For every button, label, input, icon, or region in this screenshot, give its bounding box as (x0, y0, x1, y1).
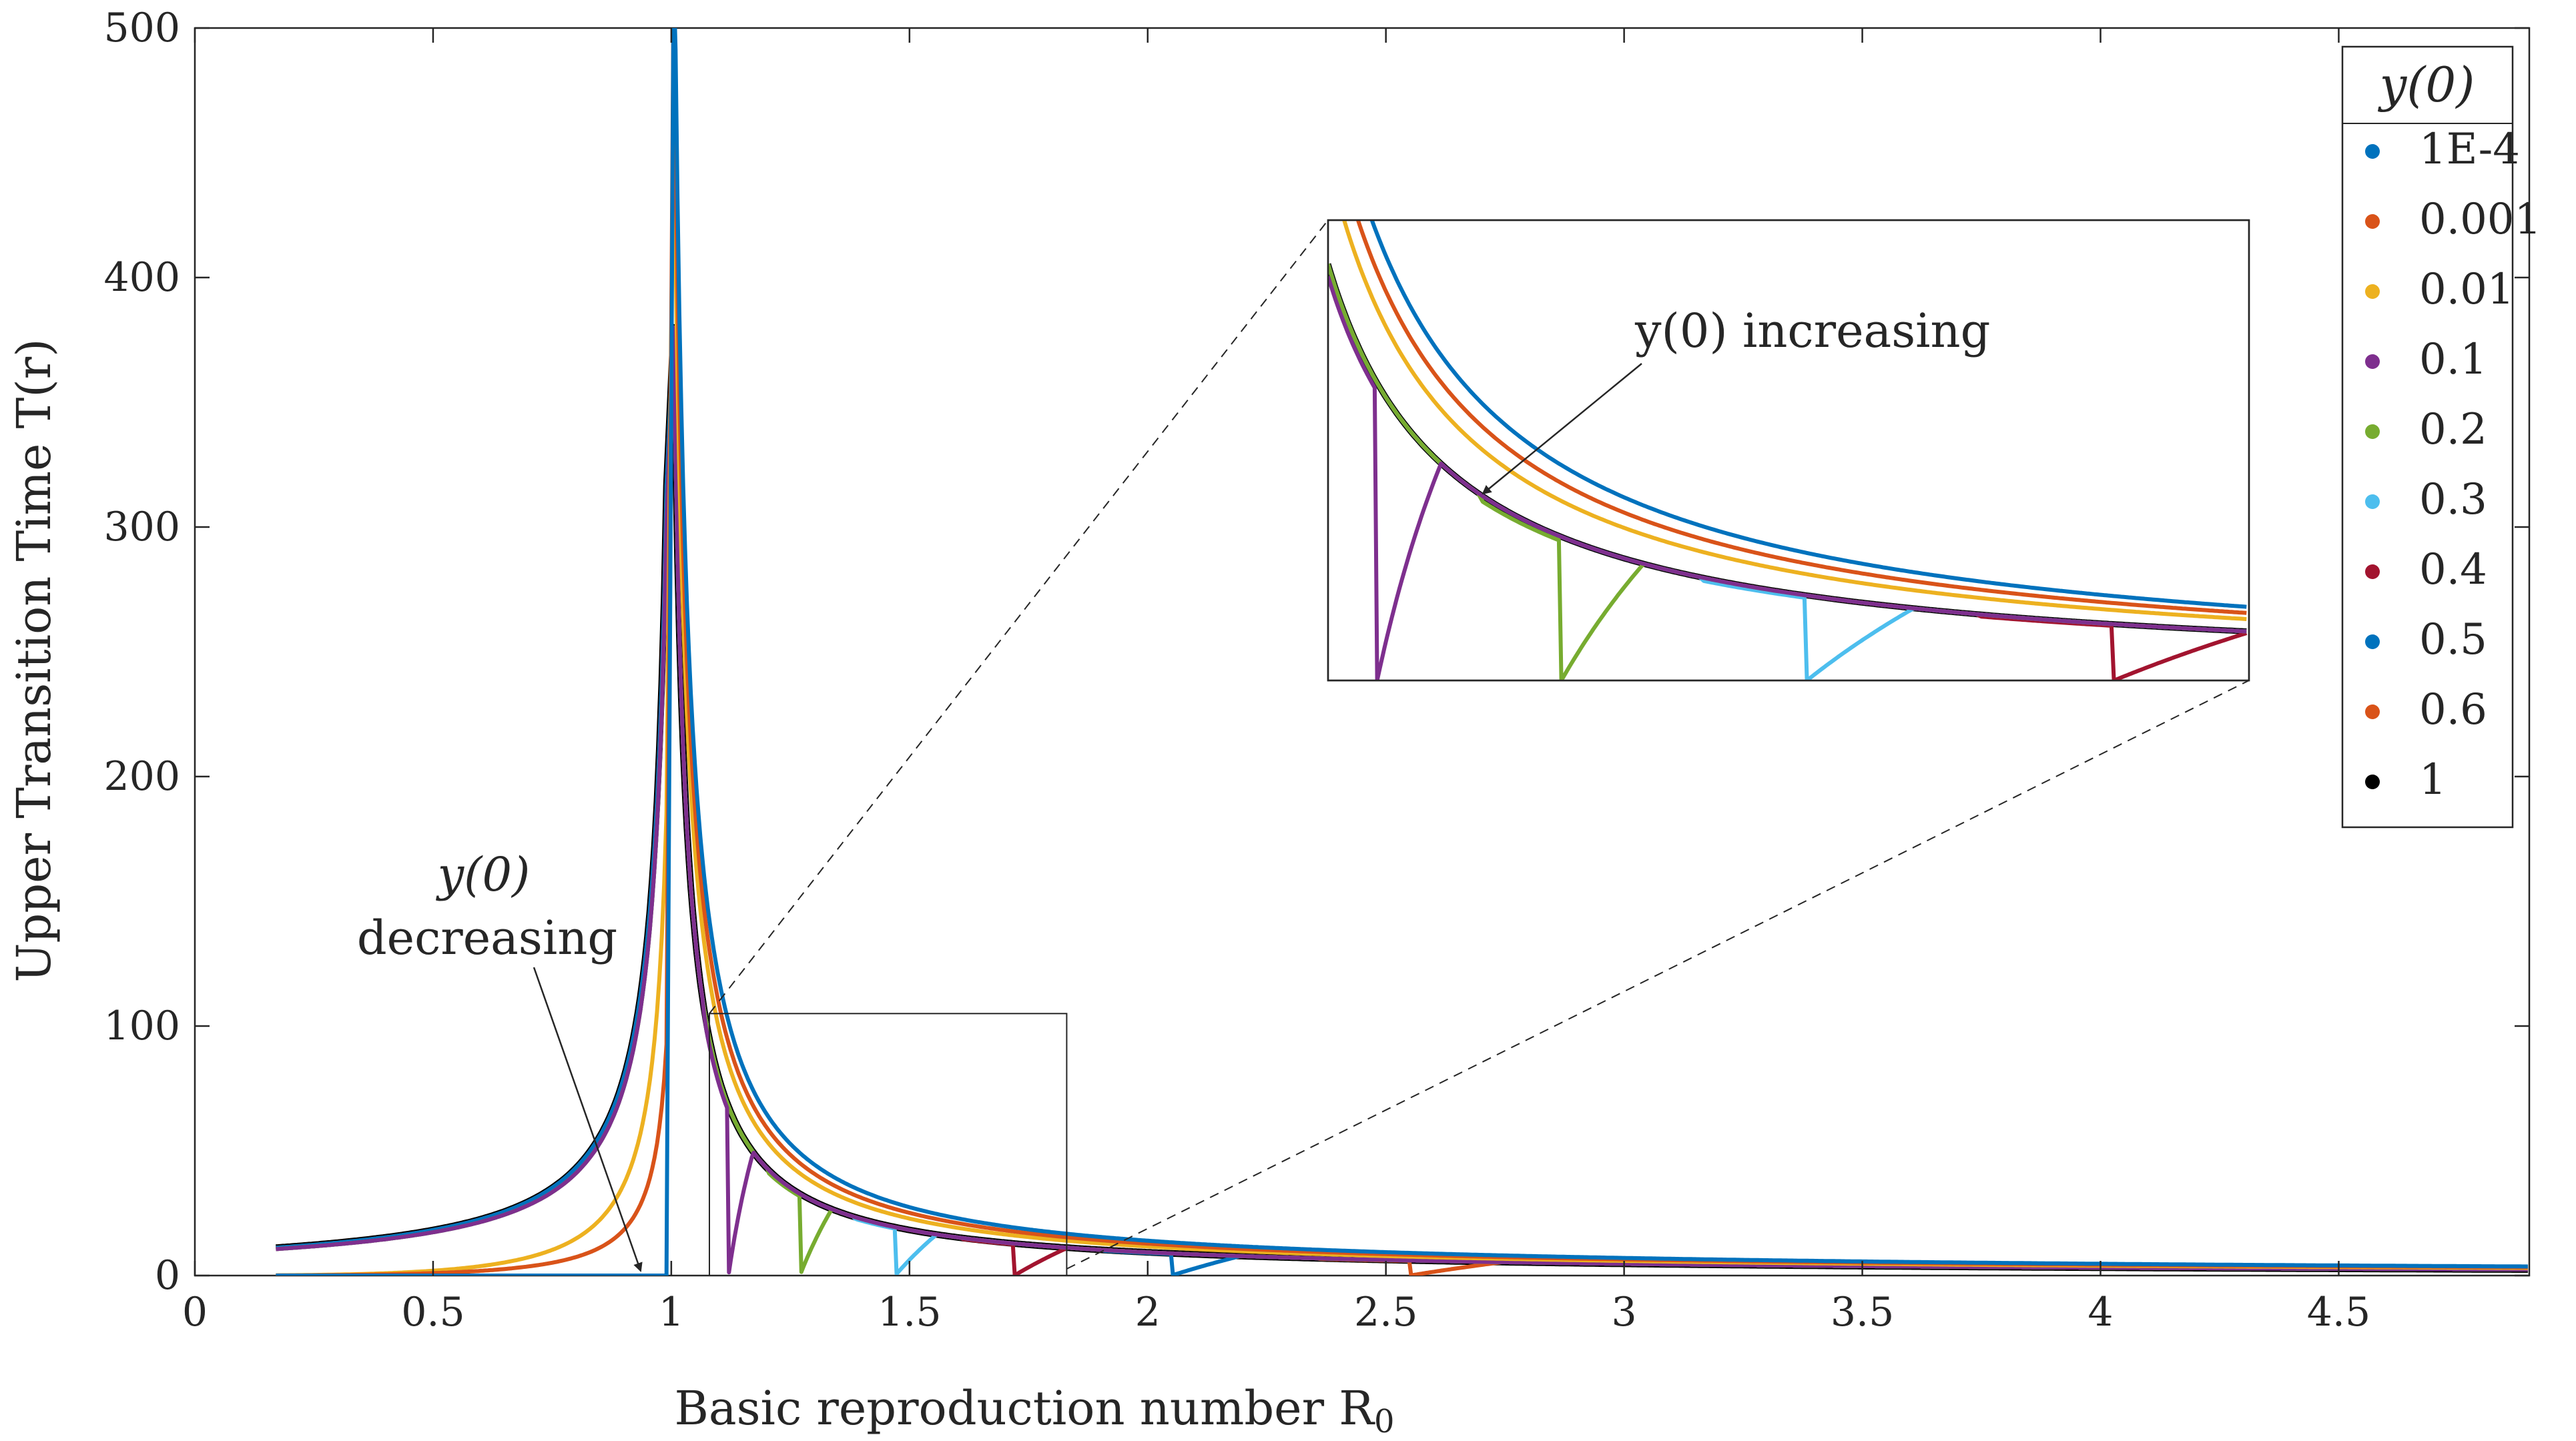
zoom-connector-line (1066, 680, 2250, 1270)
x-tick-label: 2.5 (1354, 1289, 1417, 1336)
y-tick-label: 100 (103, 1003, 180, 1049)
legend-title: y(0) (2378, 57, 2475, 113)
inset-series-line-0.1 (1328, 276, 2247, 680)
inset-series-line-1E-4 (1369, 220, 2247, 609)
inset-series-line-0.001 (1355, 220, 2247, 615)
x-tick-label: 0.5 (401, 1289, 464, 1336)
x-tick-label: 4 (2087, 1289, 2113, 1336)
x-tick-label: 4.5 (2307, 1289, 2370, 1336)
legend-entry-label: 0.6 (2419, 685, 2487, 735)
legend-entry-label: 1 (2419, 755, 2447, 805)
legend-entry-label: 1E-4 (2419, 125, 2520, 174)
annotation-increasing: y(0) increasing (1634, 304, 1990, 358)
legend-marker (2365, 424, 2380, 439)
legend-marker (2365, 704, 2380, 719)
x-tick-label: 0 (182, 1289, 208, 1336)
zoom-region-box (708, 1013, 1068, 1277)
inset-series-group (1328, 220, 2248, 680)
axis-ticks: 0 0.5 1 1.5 2 2.5 3 3.5 4 4.5 0 100 200 300 400 500 (103, 5, 2529, 1336)
x-tick-label: 1 (659, 1289, 684, 1336)
legend-marker (2365, 354, 2380, 369)
x-tick-label: 3 (1612, 1289, 1637, 1336)
legend-marker (2365, 284, 2380, 299)
legend-marker (2365, 494, 2380, 509)
x-tick-label: 1.5 (878, 1289, 941, 1336)
inset-series-line-0.01 (1341, 220, 2247, 621)
annotation-decreasing-arrow (533, 967, 643, 1272)
main-series-group (274, 28, 2529, 1276)
legend-entry-label: 0.5 (2419, 615, 2487, 664)
annotation-increasing-arrow (1482, 363, 1642, 495)
series-line-1E-4 (276, 28, 2528, 1276)
y-tick-label: 300 (103, 504, 180, 550)
y-tick-label: 500 (103, 5, 180, 51)
annotation-decreasing-line2: decreasing (357, 911, 617, 965)
legend-entry-label: 0.01 (2419, 265, 2515, 314)
legend-entry-label: 0.3 (2419, 475, 2487, 524)
y-tick-label: 400 (103, 254, 180, 301)
legend: y(0) 1E-4 0.001 0.01 0.1 0.2 0.3 0.4 0.5 0.6 1 (2341, 45, 2541, 829)
legend-marker (2365, 775, 2380, 789)
legend-entry-label: 0.001 (2419, 195, 2541, 244)
legend-entry-label: 0.1 (2419, 335, 2487, 384)
y-axis-label: Upper Transition Time T(r) (7, 339, 61, 983)
legend-marker (2365, 144, 2380, 159)
annotation-decreasing-line1: y(0) (436, 847, 531, 902)
y-tick-label: 0 (155, 1252, 180, 1299)
legend-entry-label: 0.2 (2419, 405, 2487, 454)
x-tick-label: 3.5 (1831, 1289, 1894, 1336)
x-tick-label: 2 (1135, 1289, 1161, 1336)
legend-marker (2365, 214, 2380, 229)
x-axis-label: Basic reproduction number R0 (674, 1381, 1394, 1440)
zoom-connector-line (709, 219, 1329, 1014)
legend-marker (2365, 564, 2380, 579)
y-tick-label: 200 (103, 753, 180, 800)
legend-entry-label: 0.4 (2419, 545, 2487, 594)
legend-marker (2365, 634, 2380, 649)
